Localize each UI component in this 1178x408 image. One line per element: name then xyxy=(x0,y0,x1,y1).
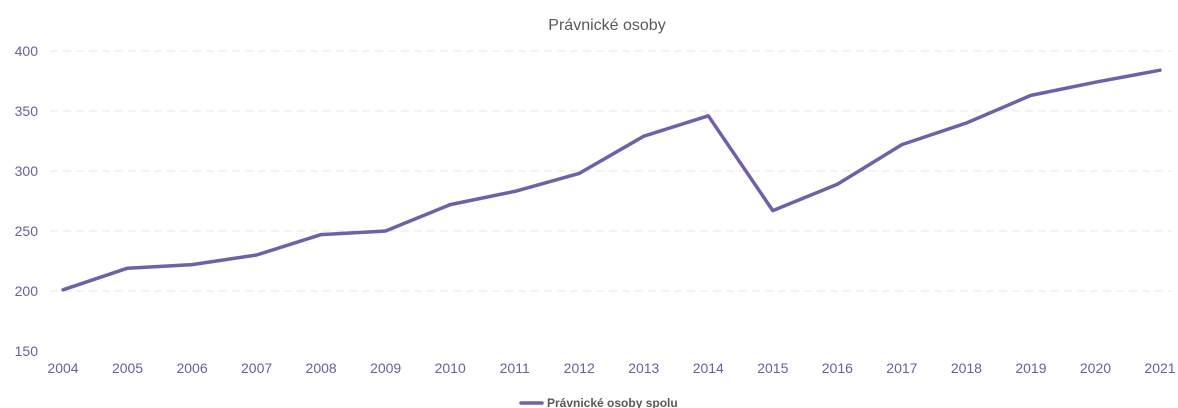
x-axis-ticks: 2004 2005 2006 2007 2008 2009 2010 2011 2012 2013… xyxy=(47,360,1175,376)
x-tick-label: 2007 xyxy=(241,360,272,376)
gridlines xyxy=(50,50,1172,292)
x-tick-label: 2010 xyxy=(435,360,466,376)
x-tick-label: 2019 xyxy=(1015,360,1046,376)
x-tick-label: 2014 xyxy=(693,360,724,376)
x-tick-label: 2018 xyxy=(951,360,982,376)
series-line xyxy=(61,68,1162,292)
x-tick-label: 2005 xyxy=(112,360,143,376)
chart-title: Právnické osoby xyxy=(548,17,665,34)
x-tick-label: 2012 xyxy=(564,360,595,376)
y-tick-label: 250 xyxy=(15,223,39,239)
x-tick-label: 2006 xyxy=(176,360,207,376)
legend: Právnické osoby spolu xyxy=(519,396,678,408)
series-layer xyxy=(61,68,1162,292)
y-tick-label: 400 xyxy=(15,43,39,59)
y-tick-label: 200 xyxy=(15,283,39,299)
x-tick-label: 2011 xyxy=(500,360,530,376)
x-tick-label: 2021 xyxy=(1144,360,1175,376)
x-tick-label: 2013 xyxy=(628,360,659,376)
x-tick-label: 2008 xyxy=(306,360,337,376)
x-tick-label: 2004 xyxy=(47,360,78,376)
x-tick-label: 2009 xyxy=(370,360,401,376)
y-tick-label: 150 xyxy=(15,343,39,359)
y-tick-label: 350 xyxy=(15,103,39,119)
legend-label: Právnické osoby spolu xyxy=(547,396,678,408)
x-tick-label: 2020 xyxy=(1080,360,1111,376)
x-tick-label: 2017 xyxy=(886,360,917,376)
y-axis-ticks: 150 200 250 300 350 400 xyxy=(15,43,39,359)
x-tick-label: 2015 xyxy=(757,360,788,376)
x-tick-label: 2016 xyxy=(822,360,853,376)
y-tick-label: 300 xyxy=(15,163,39,179)
